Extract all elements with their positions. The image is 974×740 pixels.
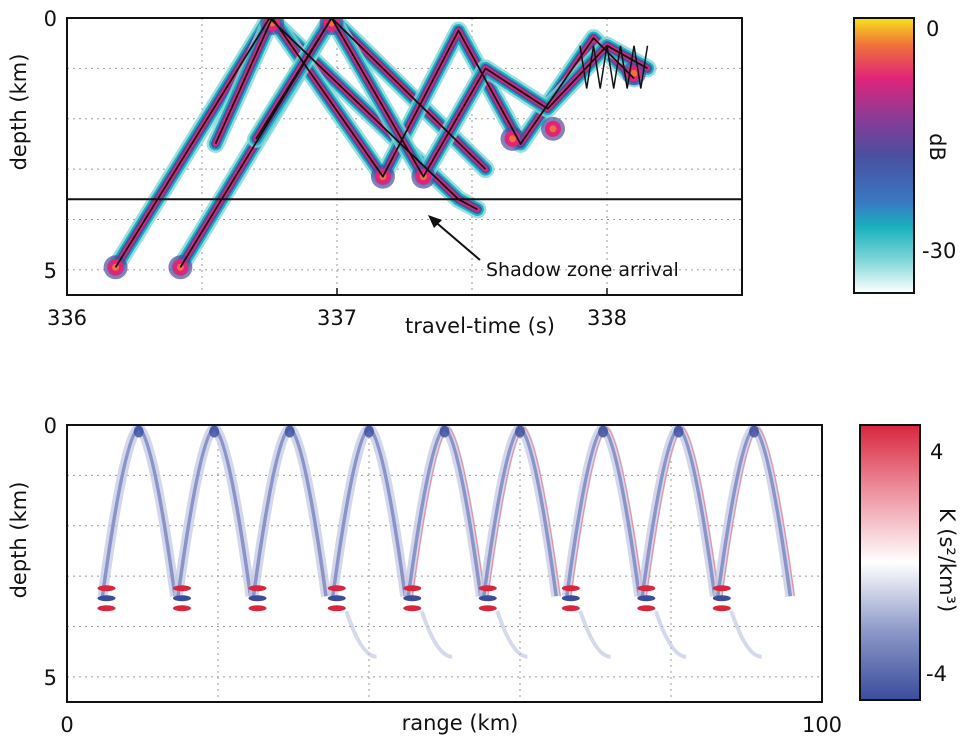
arrival-pattern-panel: 336 337 338 05 travel-time (s) depth (km) … bbox=[7, 7, 956, 338]
kernel-top-dot bbox=[439, 425, 450, 438]
kernel-band-halo bbox=[248, 425, 331, 597]
bottom-colorbar-label: K (s²/km³) bbox=[935, 508, 959, 612]
kernel-blob bbox=[637, 605, 656, 612]
kernel-band-red-edge bbox=[411, 426, 486, 597]
bottom-y-axis-label: depth (km) bbox=[7, 482, 31, 599]
kernel-blob bbox=[172, 595, 191, 602]
bottom-x-axis-label: range (km) bbox=[402, 711, 519, 735]
top-y-tick-label: 5 bbox=[44, 259, 57, 283]
hot-spot-core bbox=[509, 135, 516, 143]
kernel-top-dot bbox=[364, 425, 374, 438]
bottom-colorbar-tick-min: -4 bbox=[926, 662, 947, 686]
kernel-blob bbox=[248, 585, 267, 592]
annotation-arrow-head bbox=[428, 215, 442, 228]
bottom-plot-frame bbox=[66, 424, 823, 703]
kernel-blob bbox=[478, 595, 497, 602]
kernel-band-red-edge bbox=[645, 426, 720, 597]
hot-spot-core bbox=[630, 69, 638, 77]
kernel-blob bbox=[478, 605, 497, 612]
sensitivity-kernel-panel: 0 100 05 range (km) depth (km) 4 -4 K (s²… bbox=[7, 414, 959, 737]
kernel-echo bbox=[654, 610, 687, 659]
kernel-band-halo bbox=[173, 425, 256, 597]
kernel-blob bbox=[561, 595, 580, 602]
top-y-tick-label: 0 bbox=[44, 7, 57, 31]
top-ray-paths bbox=[114, 18, 649, 268]
kernel-blob bbox=[248, 595, 267, 602]
kernel-blob bbox=[97, 595, 116, 602]
kernel-echo bbox=[729, 610, 762, 659]
kernel-blob bbox=[403, 595, 422, 602]
top-y-axis-label: depth (km) bbox=[7, 54, 31, 171]
kernel-band-halo bbox=[97, 425, 180, 597]
kernel-band-halo bbox=[637, 425, 720, 597]
bottom-y-ticks: 05 bbox=[44, 414, 57, 690]
top-x-tick-label: 338 bbox=[587, 306, 627, 330]
kernel-top-dot bbox=[749, 425, 760, 438]
ray-tail bbox=[579, 45, 649, 89]
top-x-ticks: 336 337 338 bbox=[47, 288, 627, 330]
kernel-blob bbox=[637, 595, 656, 602]
kernel-blob bbox=[403, 585, 422, 592]
kernel-echo bbox=[344, 610, 377, 659]
bottom-x-tick-label: 100 bbox=[802, 713, 842, 737]
kernel-top-dot bbox=[284, 425, 295, 438]
kernel-blob bbox=[248, 605, 267, 612]
kernel-blob bbox=[172, 585, 191, 592]
kernel-blob bbox=[327, 585, 346, 592]
top-x-tick-label: 337 bbox=[317, 306, 357, 330]
top-colorbar-tick-min: -30 bbox=[922, 239, 956, 263]
kernel-top-dot bbox=[515, 425, 525, 438]
kernel-blob bbox=[561, 605, 580, 612]
kernel-blob bbox=[327, 595, 346, 602]
kernel-blob bbox=[97, 605, 116, 612]
kernel-band-red-edge bbox=[487, 426, 561, 597]
kernel-top-dot bbox=[133, 425, 144, 438]
kernel-band-halo bbox=[561, 425, 645, 597]
bottom-grid bbox=[67, 425, 822, 702]
bottom-heat bbox=[97, 425, 796, 659]
top-plot-frame bbox=[66, 17, 743, 296]
kernel-blob bbox=[403, 605, 422, 612]
bottom-x-ticks: 0 100 bbox=[60, 713, 842, 737]
annotation-arrow-line bbox=[431, 218, 481, 261]
kernel-top-dot bbox=[598, 425, 609, 438]
kernel-blob bbox=[172, 605, 191, 612]
kernel-blob bbox=[97, 585, 116, 592]
bottom-colorbar-tick-max: 4 bbox=[930, 440, 943, 464]
annotation-text: Shadow zone arrival bbox=[486, 259, 679, 281]
kernel-band-halo bbox=[403, 425, 486, 597]
kernel-blob bbox=[712, 585, 731, 592]
kernel-top-dot bbox=[673, 425, 684, 438]
kernel-blob bbox=[478, 585, 497, 592]
kernel-echo bbox=[578, 610, 611, 659]
kernel-blob bbox=[712, 595, 731, 602]
kernel-blob bbox=[712, 605, 731, 612]
hot-spot-core bbox=[549, 125, 557, 133]
bottom-x-tick-label: 0 bbox=[60, 713, 73, 737]
top-heat bbox=[103, 18, 657, 280]
bottom-y-tick-label: 5 bbox=[44, 666, 57, 690]
top-x-tick-label: 336 bbox=[47, 306, 87, 330]
bottom-y-tick-label: 0 bbox=[44, 414, 57, 438]
kernel-blob bbox=[561, 585, 580, 592]
top-colorbar-label: dB bbox=[925, 133, 949, 161]
kernel-band-red-edge bbox=[721, 426, 795, 597]
kernel-top-dot bbox=[209, 425, 220, 438]
ray-path bbox=[114, 18, 478, 268]
ray-path bbox=[179, 18, 487, 268]
kernel-band-halo bbox=[712, 425, 796, 597]
annotation: Shadow zone arrival bbox=[428, 215, 679, 281]
kernel-blob bbox=[327, 605, 346, 612]
ray-path bbox=[214, 18, 635, 178]
kernel-echo bbox=[495, 610, 528, 659]
kernel-band-red-edge bbox=[570, 426, 644, 597]
kernel-blob bbox=[637, 585, 656, 592]
kernel-echo bbox=[419, 610, 453, 659]
top-x-axis-label: travel-time (s) bbox=[405, 314, 555, 338]
bottom-colorbar bbox=[859, 424, 921, 701]
top-colorbar bbox=[853, 17, 915, 294]
top-colorbar-tick-max: 0 bbox=[926, 17, 939, 41]
top-y-ticks: 05 bbox=[44, 7, 57, 283]
